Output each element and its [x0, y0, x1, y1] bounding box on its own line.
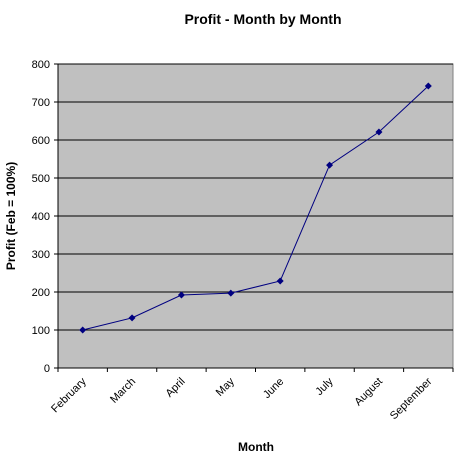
y-tick-label: 500 — [32, 173, 50, 185]
x-axis-title: Month — [238, 440, 274, 454]
line — [82, 85, 429, 331]
x-tick-label: March — [108, 376, 138, 406]
x-tick-label: April — [164, 376, 188, 400]
marker — [128, 314, 136, 322]
y-tick-label: 600 — [32, 135, 50, 147]
marker — [424, 82, 432, 90]
y-tick-label: 700 — [32, 97, 50, 109]
y-tick-label: 0 — [44, 363, 50, 375]
x-tick-label: February — [49, 375, 89, 415]
marker — [276, 277, 284, 285]
y-tick-label: 400 — [32, 211, 50, 223]
marker — [79, 326, 87, 334]
x-tick-label: July — [313, 375, 336, 398]
y-tick-label: 200 — [32, 287, 50, 299]
y-tick-label: 300 — [32, 249, 50, 261]
marker — [375, 128, 383, 136]
x-tick-label: May — [214, 375, 238, 399]
chart-title: Profit - Month by Month — [184, 11, 341, 27]
marker — [177, 291, 185, 299]
y-axis-title: Profit (Feb = 100%) — [4, 162, 18, 270]
x-tick-label: August — [352, 376, 385, 409]
marker — [227, 289, 235, 297]
y-tick-label: 100 — [32, 325, 50, 337]
y-tick-label: 800 — [32, 59, 50, 71]
x-tick-label: September — [388, 375, 435, 422]
x-tick-label: June — [261, 376, 286, 401]
marker — [326, 161, 334, 169]
